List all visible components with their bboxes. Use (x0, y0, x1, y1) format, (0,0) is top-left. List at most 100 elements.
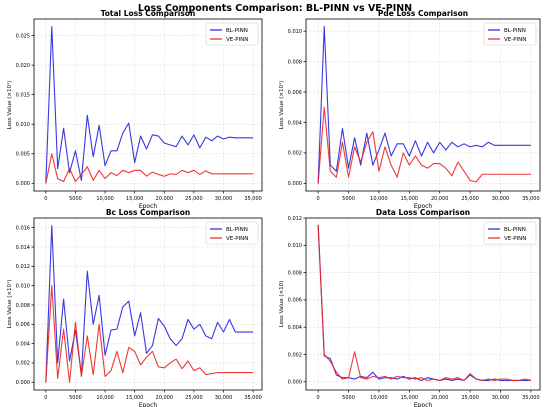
y-tick-label: 0.006 (16, 322, 30, 328)
legend: BL-PINN VE-PINN (483, 221, 537, 245)
x-tick-label: 5000 (69, 196, 82, 202)
y-tick-label: 0.025 (16, 33, 30, 39)
legend-label-bl-pinn: BL-PINN (504, 28, 526, 34)
x-tick-label: 25,000 (185, 196, 203, 202)
x-tick-label: 30,000 (492, 395, 510, 401)
x-tick-label: 35,000 (244, 196, 262, 202)
legend: BL-PINN VE-PINN (483, 22, 537, 46)
x-tick-label: 20,000 (431, 395, 449, 401)
legend-label-ve-pinn: VE-PINN (226, 37, 248, 43)
plot-area (306, 218, 540, 390)
figure-title: Loss Components Comparison: BL-PINN vs V… (138, 3, 412, 14)
plot-area (306, 19, 540, 191)
x-tick-label: 15,000 (126, 196, 144, 202)
x-tick-label: 5000 (342, 395, 355, 401)
y-tick-label: 0.008 (16, 303, 30, 309)
y-tick-label: 0.005 (16, 152, 30, 158)
legend-label-bl-pinn: BL-PINN (226, 28, 248, 34)
chart-panel-total-loss-comparison: 0 5000 10,000 15,000 20,000 25,000 30,000 35,00… (6, 9, 263, 210)
plot-frame (33, 18, 263, 192)
x-tick-label: 35,000 (522, 395, 540, 401)
y-tick-label: 0.010 (288, 243, 302, 249)
y-tick-label: 0.010 (16, 122, 30, 128)
x-tick-label: 10,000 (96, 196, 114, 202)
x-tick-label: 35,000 (522, 196, 540, 202)
series-line-bl-pinn (317, 26, 531, 184)
y-tick-label: 0.006 (288, 298, 302, 304)
y-tick-label: 0.002 (288, 151, 302, 157)
y-tick-label: 0.004 (288, 325, 302, 331)
y-tick-label: 0.004 (16, 341, 30, 347)
x-tick-label: 30,000 (215, 395, 233, 401)
x-tick-label: 25,000 (461, 395, 479, 401)
y-tick-label: 0.014 (16, 245, 30, 251)
x-tick-label: 20,000 (156, 196, 174, 202)
y-tick-label: 0.000 (16, 380, 30, 386)
x-tick-label: 35,000 (244, 395, 262, 401)
y-tick-label: 0.000 (16, 181, 30, 187)
y-tick-label: 0.016 (16, 225, 30, 231)
chart-panel-bc-loss-comparison: 0 5000 10,000 15,000 20,000 25,000 30,000 35,00… (6, 208, 263, 407)
y-tick-label: 0.012 (16, 264, 30, 270)
x-axis-label: Epoch (414, 402, 433, 407)
legend-label-ve-pinn: VE-PINN (504, 236, 526, 242)
y-axis-label: Loss Value (×10) (279, 281, 285, 328)
x-tick-label: 10,000 (370, 196, 388, 202)
x-tick-label: 0 (44, 395, 47, 401)
chart-title: Pde Loss Comparison (378, 9, 468, 18)
series-line-ve-pinn (317, 106, 531, 184)
y-tick-label: 0.006 (288, 90, 302, 96)
x-tick-label: 10,000 (96, 395, 114, 401)
x-tick-label: 25,000 (185, 395, 203, 401)
y-tick-label: 0.020 (16, 63, 30, 69)
x-tick-label: 20,000 (156, 395, 174, 401)
series-line-ve-pinn (45, 285, 254, 383)
x-tick-label: 0 (317, 196, 320, 202)
y-axis-label: Loss Value (×10¹) (278, 81, 285, 130)
x-tick-label: 0 (44, 196, 47, 202)
x-axis-label: Epoch (139, 203, 158, 210)
chart-panel-data-loss-comparison: 0 5000 10,000 15,000 20,000 25,000 30,000 35,00… (279, 208, 541, 407)
legend: BL-PINN VE-PINN (205, 22, 259, 46)
chart-title: Bc Loss Comparison (106, 208, 190, 217)
legend-label-bl-pinn: BL-PINN (504, 227, 526, 233)
plot-frame (305, 217, 541, 391)
chart-title: Data Loss Comparison (376, 208, 470, 217)
y-tick-label: 0.004 (288, 120, 302, 126)
x-tick-label: 15,000 (126, 395, 144, 401)
legend-label-ve-pinn: VE-PINN (504, 37, 526, 43)
y-tick-label: 0.010 (16, 283, 30, 289)
chart-panel-pde-loss-comparison: 0 5000 10,000 15,000 20,000 25,000 30,000 35,00… (278, 9, 541, 210)
y-tick-label: 0.015 (16, 92, 30, 98)
series-line-ve-pinn (45, 153, 254, 184)
x-axis-label: Epoch (139, 402, 158, 407)
y-tick-label: 0.000 (288, 380, 302, 386)
y-tick-label: 0.000 (288, 181, 302, 187)
plot-frame (305, 18, 541, 192)
y-axis-label: Loss Value (×10¹) (6, 81, 13, 130)
y-axis-label: Loss Value (×10¹) (6, 280, 13, 329)
legend-label-ve-pinn: VE-PINN (226, 236, 248, 242)
y-tick-label: 0.002 (16, 361, 30, 367)
x-tick-label: 5000 (342, 196, 355, 202)
x-tick-label: 25,000 (461, 196, 479, 202)
x-tick-label: 0 (317, 395, 320, 401)
x-tick-label: 20,000 (431, 196, 449, 202)
x-axis-label: Epoch (414, 203, 433, 210)
y-tick-label: 0.012 (288, 216, 302, 222)
legend: BL-PINN VE-PINN (205, 221, 259, 245)
x-tick-label: 10,000 (370, 395, 388, 401)
plot-frame (33, 217, 263, 391)
x-tick-label: 15,000 (401, 196, 419, 202)
y-tick-label: 0.010 (288, 29, 302, 35)
chart-title: Total Loss Comparison (101, 9, 196, 18)
y-tick-label: 0.008 (288, 59, 302, 65)
legend-label-bl-pinn: BL-PINN (226, 227, 248, 233)
y-tick-label: 0.002 (288, 352, 302, 358)
series-line-ve-pinn (317, 224, 532, 381)
x-tick-label: 30,000 (215, 196, 233, 202)
x-tick-label: 30,000 (492, 196, 510, 202)
x-tick-label: 15,000 (401, 395, 419, 401)
y-tick-label: 0.008 (288, 270, 302, 276)
